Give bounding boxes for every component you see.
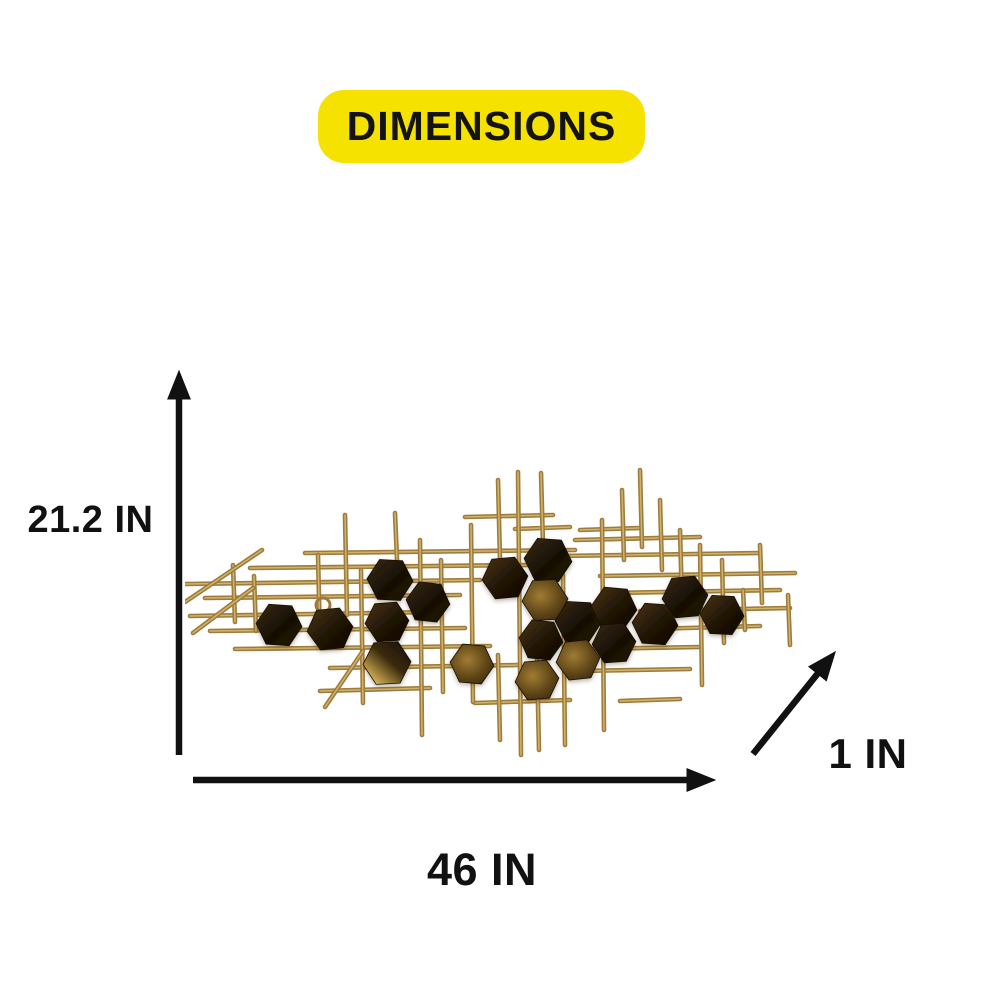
- hexagon-plate: [661, 575, 709, 619]
- hexagon-plate: [366, 559, 414, 601]
- hexagon-plate: [255, 603, 303, 647]
- hexagon-plate: [514, 659, 560, 701]
- artwork-shapes: [185, 467, 798, 758]
- hexagon-plate: [364, 601, 410, 643]
- hexagon-plate: [362, 641, 412, 685]
- product-artwork-image: [185, 467, 798, 758]
- hexagon-plate: [518, 619, 564, 661]
- hexagon-plate: [306, 607, 354, 651]
- dimensions-badge-label: DIMENSIONS: [346, 103, 617, 149]
- depth-dimension-label: 1 IN: [828, 730, 908, 777]
- hexagon-plate: [523, 537, 573, 583]
- depth-arrow: [750, 650, 836, 757]
- hexagon-plate: [591, 622, 637, 664]
- width-dimension-label: 46 IN: [426, 844, 538, 895]
- height-dimension-label: 21.2 IN: [27, 499, 154, 541]
- hexagon-plate: [449, 643, 495, 685]
- hexagon-plate: [699, 594, 745, 636]
- hexagon-plate: [405, 581, 451, 623]
- hexagon-plate: [555, 639, 601, 681]
- hexagon-plate: [481, 556, 529, 600]
- dimensions-badge: DIMENSIONS: [318, 90, 645, 163]
